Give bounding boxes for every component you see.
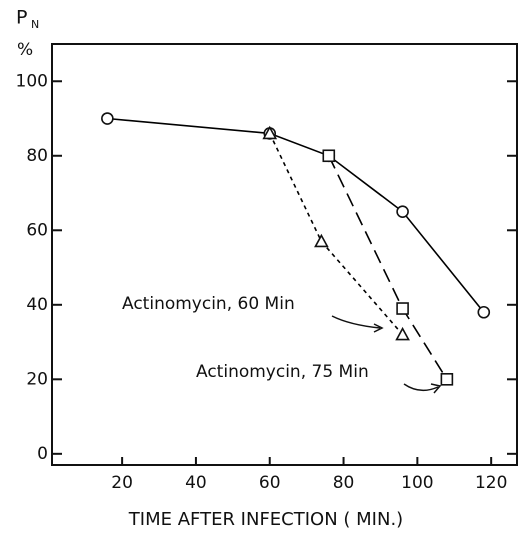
series-line <box>269 133 404 336</box>
plot-frame <box>51 43 518 466</box>
point <box>101 112 114 125</box>
x-tick-label: 20 <box>111 473 133 493</box>
y-tick-label: 60 <box>26 220 48 240</box>
x-tick-label: 60 <box>259 473 281 493</box>
y-axis-label: P <box>16 7 27 29</box>
x-tick-label: 100 <box>401 473 433 493</box>
y-tick-label: 40 <box>26 295 48 315</box>
annotation: Actinomycin, 75 Min <box>196 362 369 382</box>
y-tick-label: 0 <box>37 444 48 464</box>
arrow <box>403 383 439 392</box>
x-axis-label: TIME AFTER INFECTION ( MIN.) <box>128 509 403 530</box>
point <box>395 326 410 341</box>
y-tick-label: 100 <box>16 71 48 91</box>
point <box>314 233 329 248</box>
point <box>262 125 278 140</box>
y-tick-label: 80 <box>26 146 48 166</box>
arrow-head <box>430 383 442 394</box>
arrow-head <box>373 323 384 333</box>
series-line <box>328 155 448 380</box>
x-tick-label: 40 <box>185 473 207 493</box>
point <box>396 302 409 315</box>
point <box>440 373 454 386</box>
point <box>322 149 336 163</box>
y-axis-unit: % <box>17 40 33 60</box>
point <box>477 305 491 319</box>
x-tick-label: 80 <box>333 473 355 493</box>
arrow <box>331 315 381 329</box>
point <box>396 205 409 218</box>
annotation: Actinomycin, 60 Min <box>122 294 295 314</box>
y-tick-label: 20 <box>26 369 48 389</box>
y-axis-label-subscript: N <box>31 18 39 31</box>
series-line <box>107 117 485 313</box>
x-tick-label: 120 <box>475 473 507 493</box>
